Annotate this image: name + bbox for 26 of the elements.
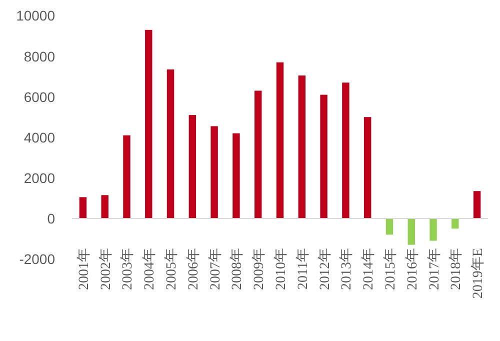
x-tick-label: 2001年 — [76, 248, 92, 290]
y-tick-label: 10000 — [16, 8, 56, 24]
x-tick-label: 2004年 — [142, 248, 158, 290]
x-tick-label: 2005年 — [164, 248, 180, 290]
y-tick-label: -2000 — [19, 251, 56, 267]
x-tick-label: 2014年 — [360, 248, 377, 290]
x-tick-label: 2019年E — [470, 248, 486, 299]
x-tick-label: 2006年 — [185, 248, 202, 290]
y-tick-label: 4000 — [24, 129, 56, 146]
x-tick-label: 2018年 — [448, 248, 464, 290]
x-tick-label: 2011年 — [294, 248, 311, 290]
x-tick-label: 2012年 — [316, 248, 333, 290]
y-tick-label: 8000 — [24, 48, 56, 64]
x-tick-label: 2017年 — [426, 248, 442, 290]
x-tick-label: 2009年 — [251, 248, 268, 290]
x-tick-label: 2008年 — [229, 248, 246, 290]
x-tick-label: 2010年 — [273, 248, 289, 290]
y-tick-label: 2000 — [24, 170, 56, 186]
x-tick-label: 2013年 — [338, 248, 355, 290]
x-tick-label: 2003年 — [120, 248, 136, 290]
x-tick-label: 2002年 — [98, 248, 114, 290]
y-tick-label: 6000 — [24, 88, 56, 105]
x-tick-label: 2016年 — [404, 248, 420, 290]
x-tick-label: 2007年 — [207, 248, 224, 290]
y-tick-label: 0 — [47, 210, 56, 226]
x-tick-label: 2015年 — [382, 248, 398, 290]
